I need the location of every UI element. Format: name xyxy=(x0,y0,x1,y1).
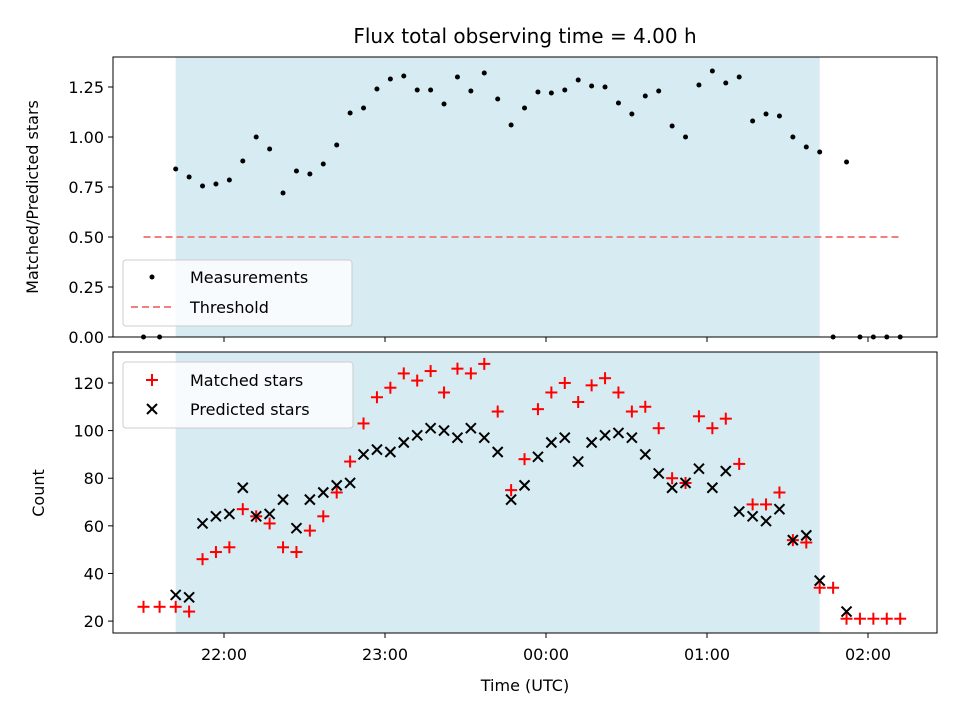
measurement-point xyxy=(549,91,554,96)
x-tick-label: 23:00 xyxy=(362,645,408,664)
bottom-legend: Matched stars Predicted stars xyxy=(123,362,353,428)
measurement-point xyxy=(535,90,540,95)
measurement-point xyxy=(361,106,366,111)
y-tick-label: 0.50 xyxy=(68,228,104,247)
measurement-point xyxy=(240,159,245,164)
measurement-point xyxy=(187,175,192,180)
measurement-point xyxy=(670,124,675,129)
measurement-point xyxy=(696,83,701,88)
measurement-point xyxy=(321,162,326,167)
measurement-point xyxy=(294,169,299,174)
y-tick-label: 100 xyxy=(73,422,104,441)
measurement-point xyxy=(656,89,661,94)
y-tick-label: 120 xyxy=(73,374,104,393)
measurement-point xyxy=(442,102,447,107)
x-tick-label: 01:00 xyxy=(684,645,730,664)
measurement-point xyxy=(374,87,379,92)
x-tick-label: 22:00 xyxy=(201,645,247,664)
y-tick-label: 20 xyxy=(84,612,104,631)
legend-matched-label: Matched stars xyxy=(190,371,303,390)
measurement-point xyxy=(817,150,822,155)
x-tick-label: 02:00 xyxy=(845,645,891,664)
measurement-point xyxy=(267,147,272,152)
measurement-point xyxy=(495,97,500,102)
measurement-point xyxy=(643,94,648,99)
y-tick-label: 0.75 xyxy=(68,178,104,197)
measurement-point xyxy=(710,69,715,74)
measurement-point xyxy=(428,88,433,93)
measurement-point xyxy=(348,111,353,116)
measurement-point xyxy=(388,77,393,82)
measurement-point xyxy=(468,89,473,94)
y-tick-label: 40 xyxy=(84,564,104,583)
measurement-point xyxy=(509,123,514,128)
measurement-point xyxy=(482,71,487,76)
measurement-point xyxy=(616,101,621,106)
chart-title: Flux total observing time = 4.00 h xyxy=(353,24,696,48)
y-tick-label: 80 xyxy=(84,469,104,488)
top-legend: Measurements Threshold xyxy=(123,260,352,326)
measurement-point xyxy=(307,172,312,177)
legend-threshold-label: Threshold xyxy=(189,298,269,317)
measurement-point xyxy=(804,145,809,150)
measurement-point xyxy=(683,135,688,140)
x-axis-label: Time (UTC) xyxy=(480,676,569,695)
measurement-point xyxy=(281,191,286,196)
legend-measurements-label: Measurements xyxy=(190,268,308,287)
measurement-point xyxy=(254,135,259,140)
measurement-point xyxy=(213,182,218,187)
measurement-point xyxy=(227,178,232,183)
y-tick-label: 0.25 xyxy=(68,278,104,297)
figure: Flux total observing time = 4.00 h 0.00 0… xyxy=(0,0,960,720)
top-y-axis-label: Matched/Predicted stars xyxy=(23,100,42,294)
measurement-point xyxy=(790,135,795,140)
measurement-point xyxy=(589,84,594,89)
legend-measurements-marker xyxy=(150,275,155,280)
measurement-point xyxy=(603,85,608,90)
measurement-point xyxy=(455,75,460,80)
bottom-y-axis-label: Count xyxy=(29,469,48,517)
measurement-point xyxy=(629,112,634,117)
measurement-point xyxy=(173,167,178,172)
measurement-point xyxy=(576,78,581,83)
legend-predicted-label: Predicted stars xyxy=(190,400,310,419)
measurement-point xyxy=(522,106,527,111)
y-tick-label: 1.00 xyxy=(68,128,104,147)
measurement-point xyxy=(415,88,420,93)
measurement-point xyxy=(334,143,339,148)
measurement-point xyxy=(200,184,205,189)
measurement-point xyxy=(764,112,769,117)
measurement-point xyxy=(844,160,849,165)
measurement-point xyxy=(723,81,728,86)
measurement-point xyxy=(401,74,406,79)
y-tick-label: 60 xyxy=(84,517,104,536)
y-tick-label: 1.25 xyxy=(68,78,104,97)
y-tick-label: 0.00 xyxy=(68,328,104,347)
measurement-point xyxy=(750,119,755,124)
measurement-point xyxy=(562,88,567,93)
x-tick-label: 00:00 xyxy=(523,645,569,664)
measurement-point xyxy=(737,75,742,80)
measurement-point xyxy=(777,114,782,119)
